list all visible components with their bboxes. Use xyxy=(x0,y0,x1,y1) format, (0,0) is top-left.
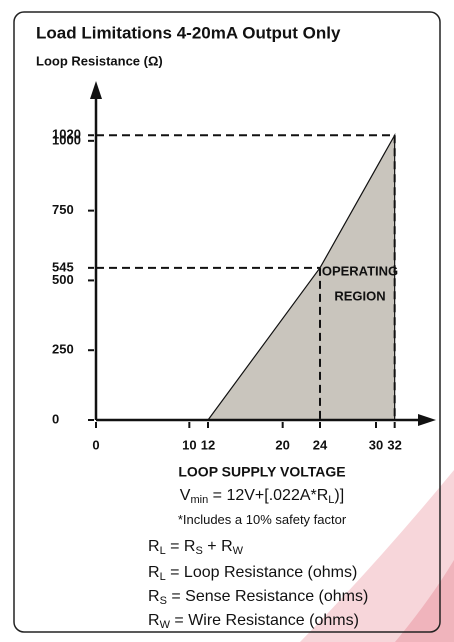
chart-title: Load Limitations 4-20mA Output Only xyxy=(36,23,341,42)
y-tick-label: 500 xyxy=(52,272,74,287)
y-tick-label: 0 xyxy=(52,411,59,426)
y-tick-label: 250 xyxy=(52,342,74,357)
note-part: + R xyxy=(203,538,233,555)
y-axis-arrow xyxy=(90,81,102,99)
note-part: = R xyxy=(166,538,196,555)
x-tick-label: 30 xyxy=(369,437,383,452)
x-tick-label: 32 xyxy=(387,437,401,452)
y-tick-label: 1020 xyxy=(52,127,81,142)
note: RW = Wire Resistance (ohms) xyxy=(148,612,359,631)
region-label: OPERATING xyxy=(322,263,398,278)
y-tick-label: 545 xyxy=(52,259,74,274)
note-part: S xyxy=(195,545,202,557)
background-swoosh xyxy=(300,470,454,642)
note-part: )] xyxy=(334,487,344,504)
x-tick-label: 12 xyxy=(201,437,215,452)
note-part: L xyxy=(160,545,166,557)
y-tick-label: 1000 xyxy=(52,132,81,147)
note-part: = 12V+[.022A*R xyxy=(208,487,328,504)
note-part: L xyxy=(160,571,166,583)
note: RS = Sense Resistance (ohms) xyxy=(148,588,368,607)
note: *Includes a 10% safety factor xyxy=(178,512,347,527)
note: RL = Loop Resistance (ohms) xyxy=(148,564,357,583)
note-part: W xyxy=(160,619,171,631)
note-part: W xyxy=(233,545,244,557)
note-part: R xyxy=(148,564,160,581)
note-part: = Sense Resistance (ohms) xyxy=(167,588,368,605)
note-part: min xyxy=(190,494,208,506)
note: RL = RS + RW xyxy=(148,538,244,557)
note-part: V xyxy=(180,487,191,504)
note-part: = Loop Resistance (ohms) xyxy=(166,564,358,581)
x-axis-arrow xyxy=(418,414,436,426)
y-axis-label: Loop Resistance (Ω) xyxy=(36,53,163,68)
x-tick-label: 24 xyxy=(313,437,328,452)
note-part: R xyxy=(148,538,160,555)
y-tick-label: 750 xyxy=(52,202,74,217)
x-tick-label: 20 xyxy=(275,437,289,452)
note-part: = Wire Resistance (ohms) xyxy=(170,612,359,629)
x-tick-label: 0 xyxy=(92,437,99,452)
note: Vmin = 12V+[.022A*RL)] xyxy=(180,487,344,506)
note-part: L xyxy=(328,494,334,506)
frame xyxy=(13,11,441,633)
note-part: R xyxy=(148,612,160,629)
region-label: REGION xyxy=(334,288,385,303)
x-axis-label: LOOP SUPPLY VOLTAGE xyxy=(178,464,345,480)
note-part: S xyxy=(160,595,167,607)
note-part: R xyxy=(148,588,160,605)
x-tick-label: 10 xyxy=(182,437,196,452)
note-part: *Includes a 10% safety factor xyxy=(178,512,347,527)
